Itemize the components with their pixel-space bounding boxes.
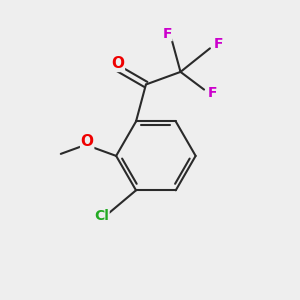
- Text: F: F: [163, 27, 172, 40]
- Text: Cl: Cl: [94, 209, 109, 223]
- Text: F: F: [208, 85, 218, 100]
- Text: O: O: [111, 56, 124, 71]
- Text: F: F: [214, 37, 224, 51]
- Text: O: O: [81, 134, 94, 149]
